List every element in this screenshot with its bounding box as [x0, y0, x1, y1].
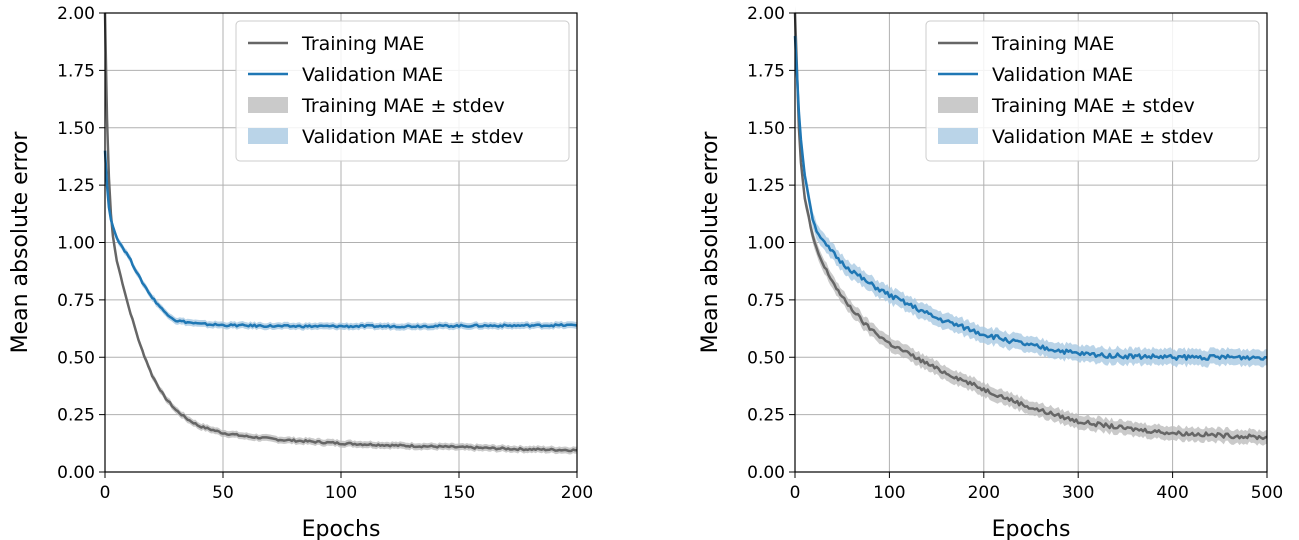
training-mae-line: [103, 12, 578, 453]
x-tick-label: 150: [443, 483, 475, 503]
y-tick-label: 1.00: [57, 234, 95, 254]
legend-box: [925, 20, 1260, 162]
x-tick-label: 400: [1156, 483, 1188, 503]
x-tick-label: 0: [790, 483, 801, 503]
legend-box: [235, 20, 570, 162]
x-tick-label: 0: [100, 483, 111, 503]
y-tick-label: 0.50: [57, 348, 95, 368]
legend-patch-swatch: [938, 97, 978, 113]
y-tick-label: 0.50: [747, 348, 785, 368]
legend-label: Training MAE: [301, 33, 424, 55]
legend-label: Validation MAE: [302, 64, 443, 86]
y-axis-label: Mean absolute error: [698, 131, 723, 354]
y-tick-label: 0.00: [747, 463, 785, 483]
chart-panel-1: 0 50 100 150 200 0.00 0.25 0.50 0.75 1.00 1.25 1.50…: [8, 4, 593, 540]
y-tick-label: 1.25: [57, 176, 95, 196]
legend-patch-swatch: [938, 128, 978, 144]
y-tick-label: 2.00: [57, 4, 95, 24]
x-tick-label: 50: [212, 483, 234, 503]
y-tick-label: 1.75: [747, 61, 785, 81]
y-tick-label: 2.00: [747, 4, 785, 24]
training-mae-line: [793, 12, 1268, 441]
legend-label: Validation MAE: [992, 64, 1133, 86]
y-tick-label: 1.50: [747, 119, 785, 139]
x-tick-label: 200: [561, 483, 593, 503]
x-tick-label: 300: [1062, 483, 1094, 503]
y-tick-label: 1.25: [747, 176, 785, 196]
y-tick-label: 0.75: [57, 291, 95, 311]
x-tick-label: 100: [325, 483, 357, 503]
y-tick-label: 1.75: [57, 61, 95, 81]
legend-patch-swatch: [248, 97, 288, 113]
legend-label: Training MAE ± stdev: [991, 95, 1195, 117]
validation-mae-line: [793, 35, 1268, 361]
legend: Training MAE Validation MAE Training MAE ±…: [235, 20, 570, 162]
y-tick-label: 0.75: [747, 291, 785, 311]
legend-label: Validation MAE ± stdev: [992, 126, 1214, 148]
validation-mae-line: [103, 150, 578, 329]
legend-patch-swatch: [248, 128, 288, 144]
chart-panel-2: 0 100 200 300 400 500 0.00 0.25 0.50 0.75 1.00 1.25…: [698, 4, 1283, 540]
legend-label: Training MAE ± stdev: [301, 95, 505, 117]
x-tick-label: 200: [968, 483, 1000, 503]
x-axis-label: Epochs: [302, 517, 381, 540]
x-tick-label: 500: [1251, 483, 1283, 503]
x-axis-label: Epochs: [992, 517, 1071, 540]
y-axis-label: Mean absolute error: [8, 131, 33, 354]
legend-label: Validation MAE ± stdev: [302, 126, 524, 148]
x-tick-label: 100: [873, 483, 905, 503]
y-tick-label: 1.00: [747, 234, 785, 254]
y-tick-label: 0.25: [57, 406, 95, 426]
legend-label: Training MAE: [991, 33, 1114, 55]
y-tick-label: 1.50: [57, 119, 95, 139]
legend: Training MAE Validation MAE Training MAE ±…: [925, 20, 1260, 162]
y-tick-label: 0.00: [57, 463, 95, 483]
y-tick-label: 0.25: [747, 406, 785, 426]
